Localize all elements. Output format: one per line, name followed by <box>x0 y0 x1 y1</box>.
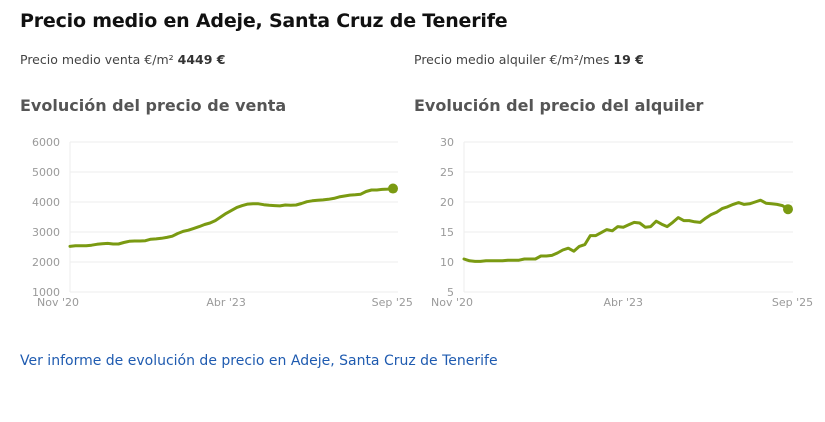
y-tick-label: 1000 <box>32 286 60 299</box>
y-tick-label: 6000 <box>32 136 60 149</box>
last-point-marker <box>783 204 793 215</box>
y-tick-label: 25 <box>440 166 454 179</box>
y-tick-label: 4000 <box>32 196 60 209</box>
sale-summary-value: 4449 € <box>177 52 226 67</box>
series-line <box>462 198 790 263</box>
x-tick-label: Nov '20 <box>37 296 79 309</box>
x-tick-label: Sep '25 <box>372 296 412 309</box>
sale-summary-label: Precio medio venta €/m² <box>20 52 174 67</box>
page-title: Precio medio en Adeje, Santa Cruz de Ten… <box>20 10 508 32</box>
y-tick-label: 2000 <box>32 256 60 269</box>
sale-chart-title: Evolución del precio de venta <box>20 96 287 115</box>
x-tick-label: Sep '25 <box>772 296 813 309</box>
series-line <box>68 187 395 248</box>
y-tick-label: 10 <box>440 256 454 269</box>
sale-summary: Precio medio venta €/m² 4449 € <box>20 52 225 67</box>
y-tick-label: 30 <box>440 136 454 149</box>
x-tick-label: Abr '23 <box>603 296 643 309</box>
y-tick-label: 15 <box>440 226 454 239</box>
rent-summary-value: 19 € <box>613 52 644 67</box>
y-tick-label: 5000 <box>32 166 60 179</box>
last-point-marker <box>388 183 398 194</box>
price-report-link[interactable]: Ver informe de evolución de precio en Ad… <box>20 353 498 369</box>
x-tick-label: Nov '20 <box>431 296 473 309</box>
y-tick-label: 3000 <box>32 226 60 239</box>
x-tick-label: Abr '23 <box>206 296 246 309</box>
rent-summary-label: Precio medio alquiler €/m²/mes <box>414 52 610 67</box>
rent-chart-title: Evolución del precio del alquiler <box>414 96 704 115</box>
y-tick-label: 20 <box>440 196 454 209</box>
rent-summary: Precio medio alquiler €/m²/mes 19 € <box>414 52 644 67</box>
y-tick-label: 5 <box>447 286 454 299</box>
